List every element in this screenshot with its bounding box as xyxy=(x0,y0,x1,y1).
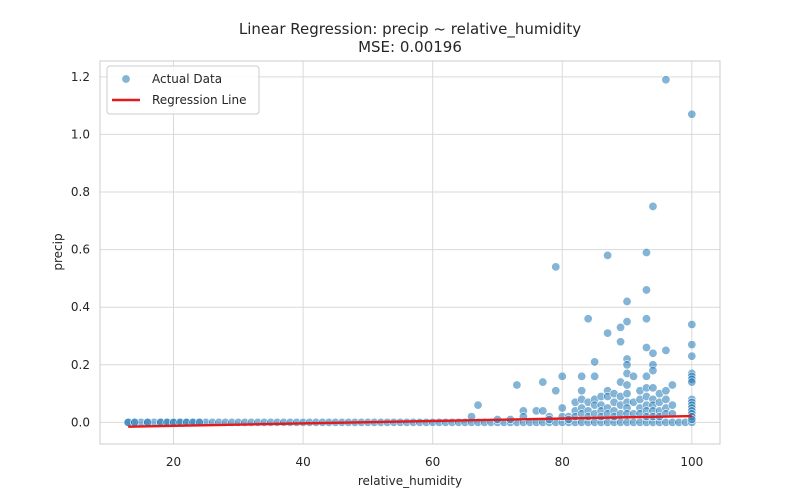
scatter-point xyxy=(577,371,587,381)
scatter-point xyxy=(130,417,140,427)
scatter-point xyxy=(648,201,658,211)
legend: Actual Data Regression Line xyxy=(106,65,260,115)
grid-lines xyxy=(100,61,720,444)
scatter-point xyxy=(641,285,651,295)
legend-box xyxy=(106,65,260,115)
scatter-point xyxy=(648,348,658,358)
scatter-point xyxy=(583,314,593,324)
scatter-point xyxy=(577,386,587,396)
scatter-point xyxy=(661,386,671,396)
y-tick-label: 1.0 xyxy=(71,127,90,141)
x-tick-label: 60 xyxy=(425,455,440,469)
scatter-point xyxy=(687,109,697,119)
scatter-point xyxy=(557,403,567,413)
chart-title: Linear Regression: precip ~ relative_hum… xyxy=(239,20,581,39)
chart-subtitle: MSE: 0.00196 xyxy=(358,38,462,56)
scatter-point xyxy=(641,248,651,258)
legend-label-regression-line: Regression Line xyxy=(152,93,246,107)
scatter-point xyxy=(641,314,651,324)
scatter-point xyxy=(538,377,548,387)
y-tick-labels: 0.0 0.2 0.4 0.6 0.8 1.0 1.2 xyxy=(71,70,90,430)
scatter-point xyxy=(687,351,697,361)
y-tick-label: 0.8 xyxy=(71,185,90,199)
legend-marker-actual-data xyxy=(121,74,131,84)
y-axis-label: precip xyxy=(51,233,65,270)
x-tick-label: 20 xyxy=(166,455,181,469)
scatter-point xyxy=(687,415,697,425)
scatter-point xyxy=(622,389,632,399)
scatter-point xyxy=(687,340,697,350)
scatter-point xyxy=(687,319,697,329)
y-tick-label: 0.2 xyxy=(71,358,90,372)
x-tick-label: 100 xyxy=(680,455,703,469)
scatter-point xyxy=(667,380,677,390)
scatter-point xyxy=(661,75,671,85)
scatter-point xyxy=(590,357,600,367)
scatter-point xyxy=(512,380,522,390)
scatter-point xyxy=(603,328,613,338)
x-tick-label: 80 xyxy=(555,455,570,469)
scatter-point xyxy=(622,317,632,327)
scatter-point xyxy=(551,262,561,272)
scatter-point xyxy=(661,394,671,404)
y-tick-label: 0.0 xyxy=(71,415,90,429)
scatter-point xyxy=(629,371,639,381)
scatter-point xyxy=(622,360,632,370)
regression-series xyxy=(128,414,692,428)
scatter-point xyxy=(603,250,613,260)
x-tick-label: 40 xyxy=(295,455,310,469)
scatter-point xyxy=(590,371,600,381)
y-tick-label: 0.4 xyxy=(71,300,90,314)
regression-line xyxy=(128,414,692,428)
x-tick-labels: 20 40 60 80 100 xyxy=(166,455,703,469)
legend-label-actual-data: Actual Data xyxy=(152,72,222,86)
y-tick-label: 0.6 xyxy=(71,243,90,257)
scatter-point xyxy=(551,386,561,396)
scatter-point xyxy=(616,322,626,332)
plot-frame xyxy=(99,60,721,445)
scatter-point xyxy=(667,400,677,410)
scatter-point xyxy=(616,337,626,347)
scatter-point xyxy=(538,406,548,416)
scatter-point xyxy=(641,371,651,381)
y-tick-label: 1.2 xyxy=(71,70,90,84)
scatter-point xyxy=(661,345,671,355)
scatter-point xyxy=(648,383,658,393)
scatter-point xyxy=(473,400,483,410)
scatter-point xyxy=(687,377,697,387)
scatter-point xyxy=(648,366,658,376)
x-axis-label: relative_humidity xyxy=(358,474,462,488)
scatter-point xyxy=(557,371,567,381)
scatter-point xyxy=(641,343,651,353)
scatter-point xyxy=(622,380,632,390)
scatter-point xyxy=(622,296,632,306)
